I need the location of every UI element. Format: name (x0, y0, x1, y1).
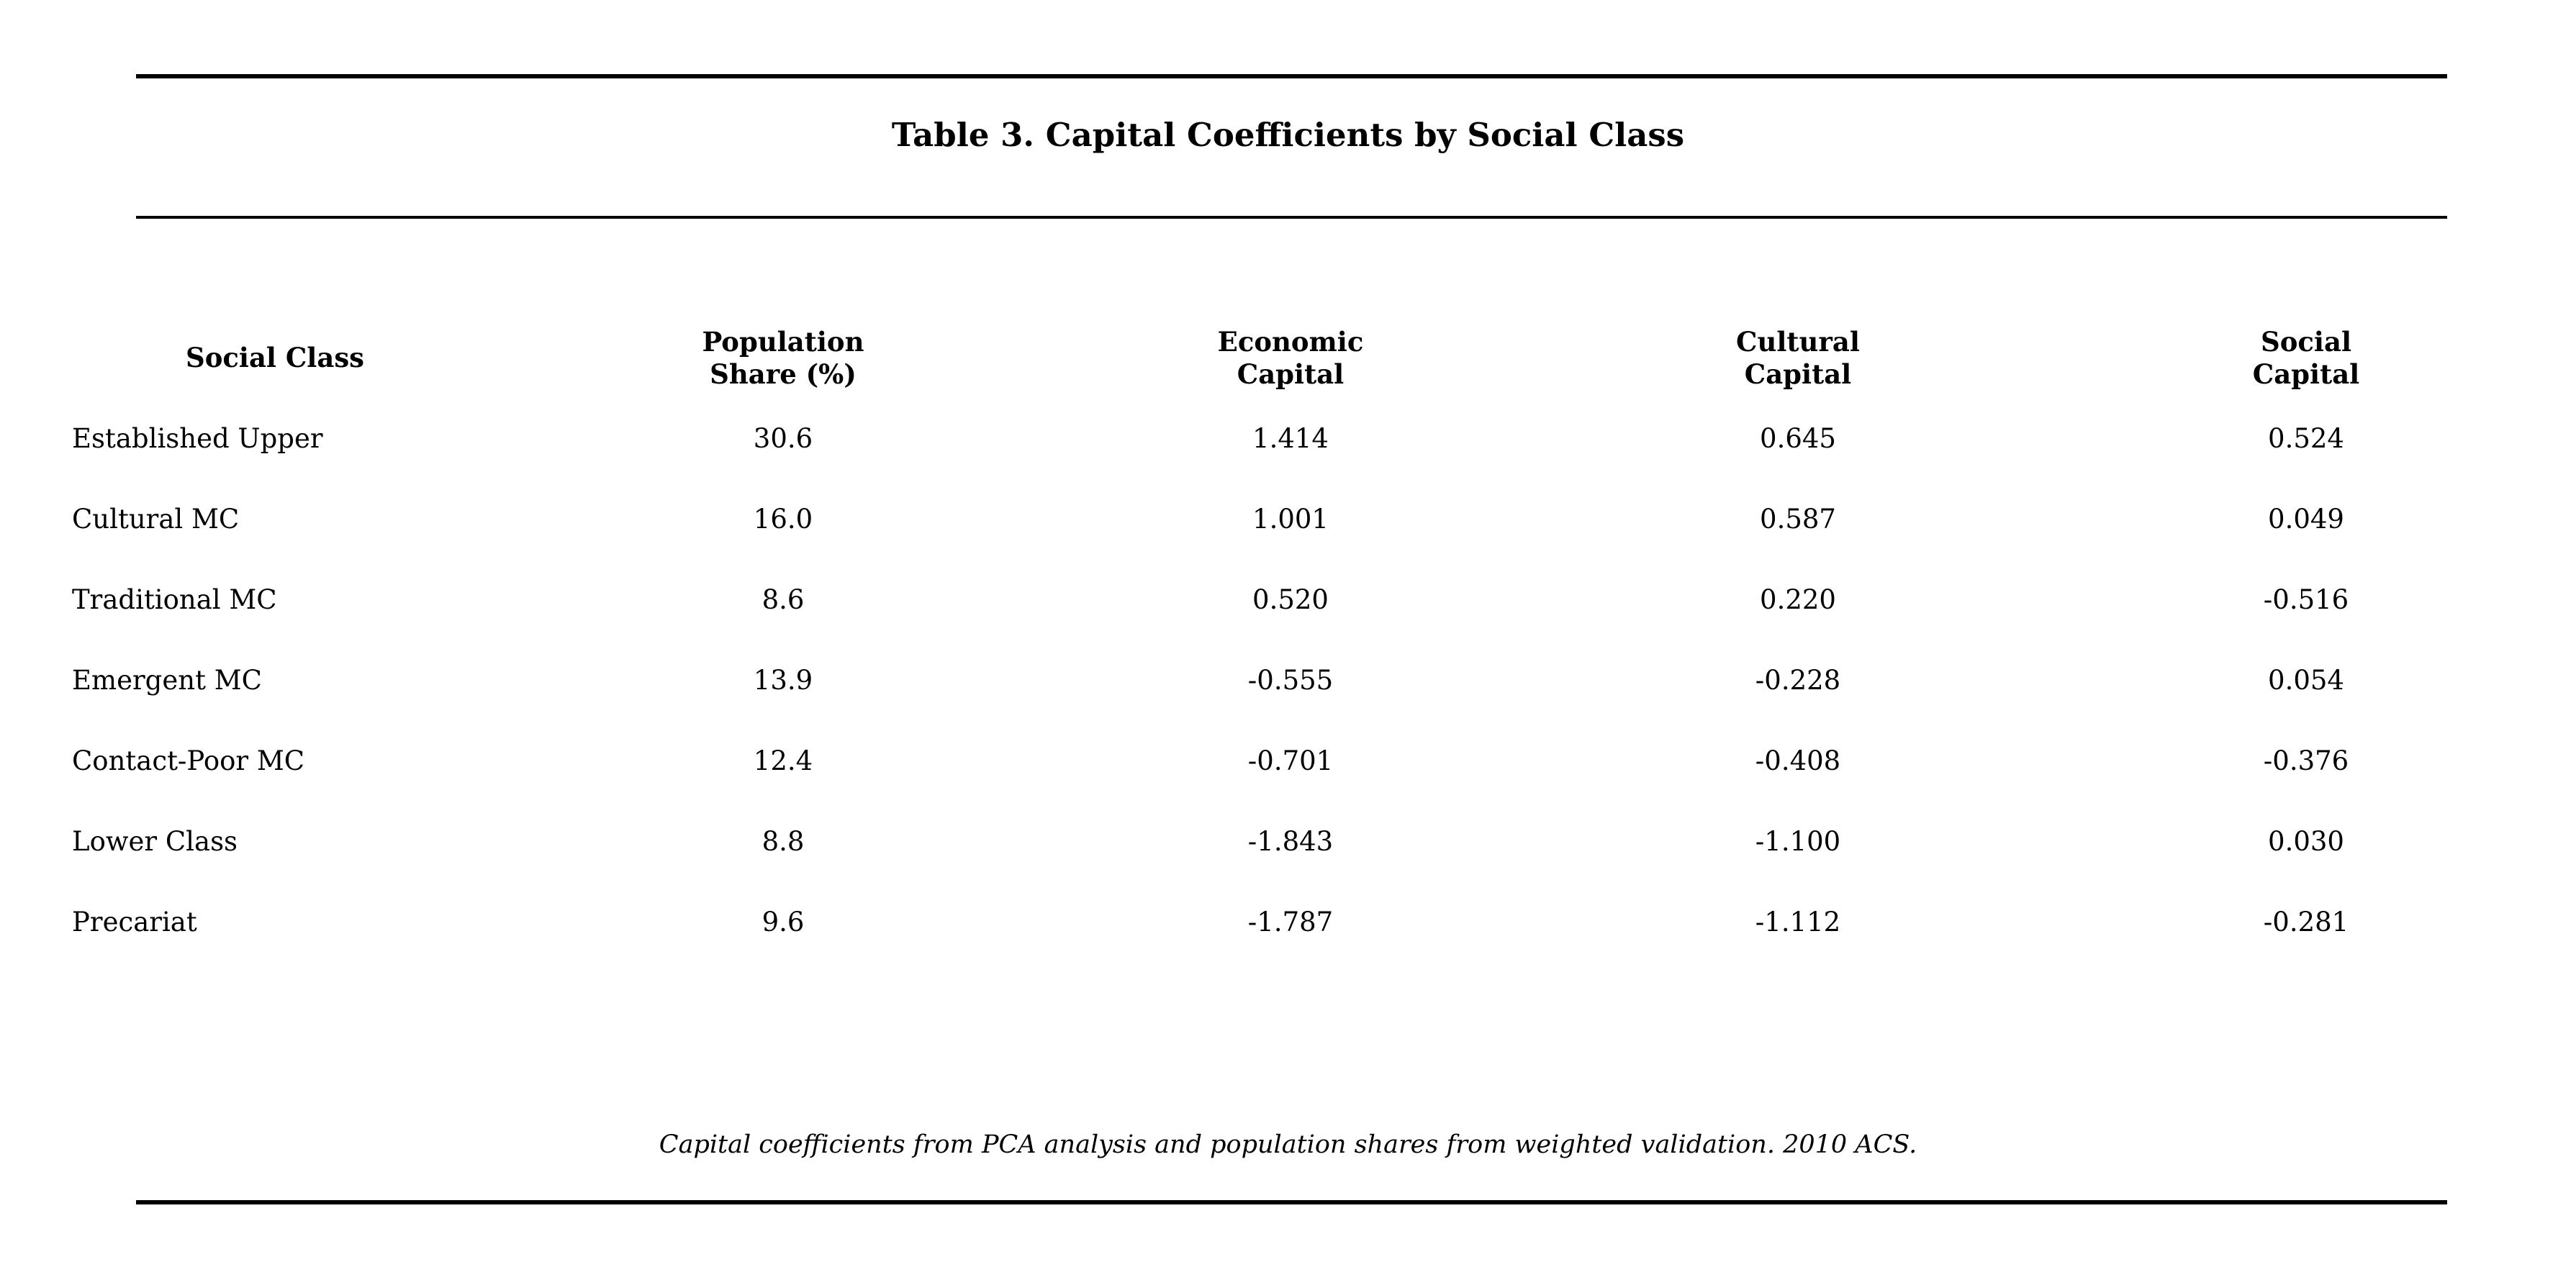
cell-share: 16.0 (753, 504, 813, 535)
cell-economic: -1.787 (1247, 907, 1334, 938)
column-header-social-line: Capital (2252, 358, 2360, 390)
cell-social: 0.030 (2268, 826, 2344, 857)
table-top-rule (136, 74, 2447, 78)
cell-economic: 0.520 (1252, 584, 1329, 615)
cell-cultural: -0.408 (1755, 745, 1841, 776)
cell-cultural: 0.587 (1760, 504, 1836, 535)
cell-cultural: 0.645 (1760, 423, 1836, 454)
row-label: Traditional MC (72, 584, 277, 615)
title-separator-rule (136, 216, 2447, 219)
table-note: Capital coefficients from PCA analysis a… (659, 1130, 1917, 1159)
cell-social: -0.281 (2263, 907, 2349, 938)
row-label: Lower Class (72, 826, 238, 857)
cell-cultural: -0.228 (1755, 665, 1841, 696)
column-header-economic: Economic Capital (1075, 326, 1506, 391)
cell-economic: 1.414 (1252, 423, 1329, 454)
cell-share: 8.8 (761, 826, 805, 857)
table-bottom-rule (136, 1200, 2447, 1204)
cell-cultural: -1.100 (1755, 826, 1841, 857)
cell-social: 0.524 (2268, 423, 2344, 454)
cell-social: -0.516 (2263, 584, 2349, 615)
cell-social: 0.054 (2268, 665, 2344, 696)
cell-economic: -0.701 (1247, 745, 1334, 776)
column-header-share: Population Share (%) (567, 326, 999, 391)
cell-economic: -1.843 (1247, 826, 1334, 857)
column-header-economic-line: Economic (1217, 326, 1364, 358)
cell-social: 0.049 (2268, 504, 2344, 535)
cell-economic: -0.555 (1247, 665, 1334, 696)
cell-cultural: -1.112 (1755, 907, 1841, 938)
column-header-share-line: Population (702, 326, 864, 358)
column-header-share-line: Share (%) (710, 358, 857, 390)
cell-share: 9.6 (761, 907, 805, 938)
column-header-class-line: Social Class (185, 342, 365, 373)
cell-share: 30.6 (753, 423, 813, 454)
column-header-class: Social Class (59, 342, 491, 374)
column-header-cultural: Cultural Capital (1582, 326, 2014, 391)
column-header-social-line: Social (2260, 326, 2351, 358)
column-header-cultural-line: Capital (1744, 358, 1852, 390)
table-title: Table 3. Capital Coefficients by Social … (891, 116, 1685, 154)
row-label: Emergent MC (72, 665, 262, 696)
column-header-cultural-line: Cultural (1736, 326, 1860, 358)
row-label: Contact-Poor MC (72, 745, 305, 776)
column-header-economic-line: Capital (1237, 358, 1345, 390)
cell-share: 12.4 (753, 745, 813, 776)
row-label: Precariat (72, 907, 197, 938)
cell-economic: 1.001 (1252, 504, 1329, 535)
column-header-social: Social Capital (2090, 326, 2522, 391)
cell-share: 8.6 (761, 584, 805, 615)
row-label: Cultural MC (72, 504, 240, 535)
cell-share: 13.9 (753, 665, 813, 696)
cell-social: -0.376 (2263, 745, 2349, 776)
row-label: Established Upper (72, 423, 323, 454)
cell-cultural: 0.220 (1760, 584, 1836, 615)
